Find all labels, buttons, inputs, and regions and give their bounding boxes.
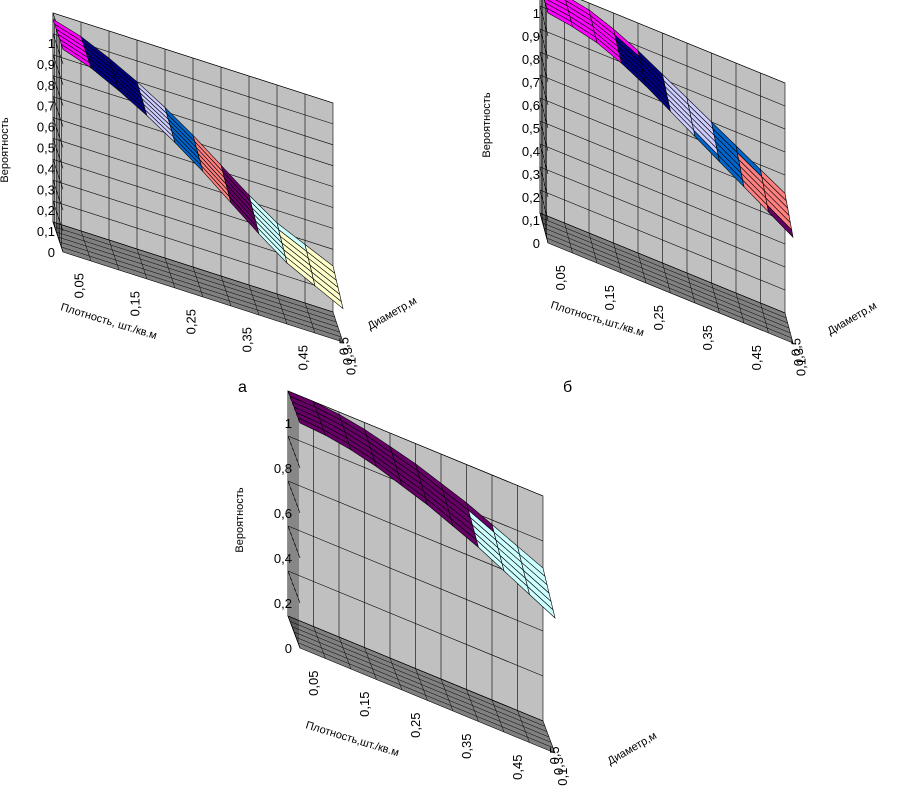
floor-gridline: [297, 642, 554, 748]
x-axis-title: Плотность,шт./кв.м: [549, 299, 645, 339]
z-tick-label: 0,4: [522, 144, 540, 159]
z-tick-label: 0,3: [37, 182, 55, 197]
z-tick-label: 0,7: [37, 99, 55, 114]
z-tick-label: 0,4: [37, 161, 55, 176]
floor-gridline: [295, 637, 552, 743]
y-axis-title: Диаметр,м: [826, 300, 879, 338]
x-tick-label: 0,45: [510, 755, 525, 780]
z-tick-label: 0,3: [522, 167, 540, 182]
surface-patch: [304, 243, 336, 274]
surface-chart-c: 0 0,2 0,4 0,6 0,8 1 0,05 0,15 0,25 0,35 0,45 0,10,3…: [234, 390, 659, 786]
z-tick-label: 0,6: [522, 98, 540, 113]
y-tick-label: 0,5: [337, 337, 352, 355]
x-axis-title: Плотность, шт./кв.м: [59, 301, 158, 342]
x-tick-label: 0,35: [459, 734, 474, 759]
floor-gridline: [542, 222, 788, 324]
floor-gridline: [291, 626, 548, 732]
floor-gridline: [59, 241, 340, 333]
z-tick-label: 1: [285, 416, 292, 431]
floor-gridline: [54, 226, 335, 318]
x-tick-label: 0,35: [239, 327, 254, 352]
x-tick-label: 0,05: [306, 671, 321, 696]
z-tick-label: 0,9: [522, 29, 540, 44]
x-tick-label: 0,45: [295, 345, 310, 370]
z-tick-label: 0,5: [522, 121, 540, 136]
floor-gridline: [541, 217, 787, 319]
floor-gridline: [293, 631, 550, 738]
z-tick-label: 0,1: [522, 213, 540, 228]
z-tick-label: 0,6: [37, 120, 55, 135]
floor-gridline: [545, 232, 791, 334]
y-tick-label: 0,5: [788, 338, 803, 356]
z-tick-label: 0,4: [274, 551, 292, 566]
z-tick-label: 0,8: [274, 461, 292, 476]
y-tick-label: 0,3: [340, 347, 355, 365]
y-axis-title: Диаметр,м: [366, 295, 419, 333]
z-axis-title: Вероятность: [481, 92, 493, 157]
z-tick-label: 0: [285, 641, 292, 656]
x-tick-label: 0,15: [602, 285, 617, 310]
x-tick-label: 0,15: [127, 291, 142, 316]
x-axis-title: Плотность,шт./кв.м: [304, 719, 400, 759]
y-tick-label: 0,3: [551, 757, 566, 775]
y-tick-label: 0,5: [547, 746, 562, 764]
y-tick-label: 0,3: [791, 348, 806, 366]
z-tick-label: 1: [533, 6, 540, 21]
y-tick-label: 0,1: [555, 768, 570, 786]
floor-gridline: [61, 246, 342, 338]
x-tick-label: 0,25: [183, 309, 198, 334]
z-tick-label: 0,2: [37, 203, 55, 218]
z-tick-label: 0,9: [37, 57, 55, 72]
z-tick-label: 0,8: [37, 78, 55, 93]
floor-gridline: [289, 621, 546, 727]
z-tick-label: 0,7: [522, 75, 540, 90]
z-tick-label: 0,5: [37, 141, 55, 156]
z-axis-title: Вероятность: [234, 487, 246, 552]
surface-patch: [516, 545, 546, 578]
x-tick-label: 0,05: [71, 273, 86, 298]
z-tick-label: 0,1: [37, 224, 55, 239]
y-tick-label: 0,1: [343, 357, 358, 375]
floor-gridline: [543, 227, 790, 329]
y-tick-label: 0,1: [794, 358, 809, 376]
x-tick-label: 0,05: [553, 265, 568, 290]
z-tick-label: 0: [48, 245, 55, 260]
z-tick-label: 0,2: [522, 190, 540, 205]
x-tick-label: 0,15: [357, 692, 372, 717]
x-tick-label: 0,45: [749, 345, 764, 370]
caption-a: а: [238, 379, 247, 396]
z-tick-label: 0,2: [274, 596, 292, 611]
x-tick-label: 0,35: [700, 325, 715, 350]
surface-chart-a: 0 0,1 0,2 0,3 0,4 0,5 0,6 0,7 0,8 0,9 1 0,05 0,15 0,2…: [0, 12, 419, 375]
z-tick-label: 1: [48, 36, 55, 51]
surface-patch: [760, 168, 787, 202]
y-axis-title: Диаметр,м: [606, 730, 659, 768]
surface-chart-b: 0 0,1 0,2 0,3 0,4 0,5 0,6 0,7 0,8 0,9 1 0,05 0,15 0,2…: [481, 0, 879, 376]
z-axis-title: Вероятность: [0, 117, 11, 182]
caption-b: б: [563, 379, 572, 396]
z-tick-label: 0: [533, 236, 540, 251]
z-tick-label: 0,6: [274, 506, 292, 521]
floor-gridline: [546, 237, 792, 339]
floor-gridline: [56, 231, 337, 323]
floor-gridline: [57, 236, 339, 328]
x-tick-label: 0,25: [408, 713, 423, 738]
x-tick-label: 0,25: [651, 305, 666, 330]
z-tick-label: 0,8: [522, 52, 540, 67]
